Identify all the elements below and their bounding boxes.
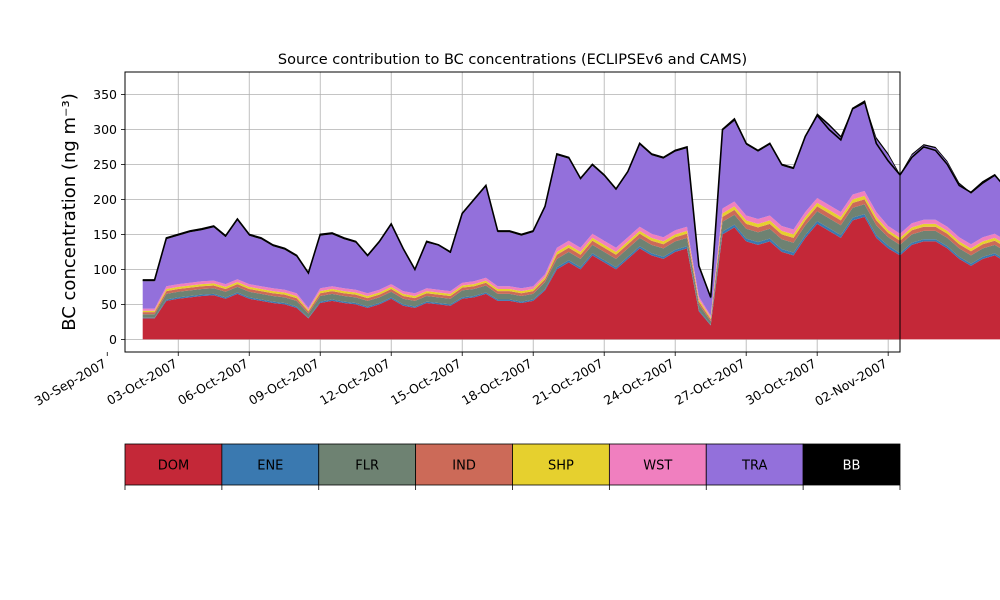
y-tick-label: 250 <box>93 157 117 172</box>
legend-swatch-ind <box>415 443 513 486</box>
legend-swatch-tra <box>705 443 804 486</box>
y-tick-label: 0 <box>109 332 117 347</box>
y-axis-label-text: BC concentration (ng m⁻³) <box>59 93 80 331</box>
legend-colorbar: DOM ENE FLR IND SHP WST TRA BB <box>124 443 901 490</box>
y-axis-label: BC concentration (ng m⁻³) <box>59 93 80 331</box>
legend-label-wst: WST <box>643 459 672 474</box>
legend-label-shp: SHP <box>548 459 574 474</box>
legend-swatch-dom <box>124 443 223 486</box>
y-axis: 0 50 100 150 200 250 300 350 <box>93 87 125 347</box>
area-tra <box>142 103 1000 316</box>
legend-swatch-wst <box>608 443 707 486</box>
y-tick-label: 150 <box>93 227 117 242</box>
legend-label-dom: DOM <box>158 459 189 474</box>
legend-swatch-bb <box>802 443 901 486</box>
plot-frame <box>124 71 901 353</box>
y-tick-label: 50 <box>101 297 117 312</box>
stacked-areas <box>142 101 1000 340</box>
legend-swatch-flr <box>318 443 417 486</box>
legend-label-ene: ENE <box>257 459 283 474</box>
y-tick-label: 100 <box>93 262 117 277</box>
legend-label-bb: BB <box>843 459 861 474</box>
legend-label-ind: IND <box>452 459 476 474</box>
series-line-total <box>142 100 1000 298</box>
chart-title: Source contribution to BC concentrations… <box>278 52 747 68</box>
y-tick-label: 200 <box>93 192 117 207</box>
y-tick-label: 300 <box>93 122 117 137</box>
legend-label-flr: FLR <box>355 459 379 474</box>
area-dom <box>142 216 1000 340</box>
legend-swatch-shp <box>512 443 610 486</box>
legend-label-tra: TRA <box>741 459 767 474</box>
legend-swatch-ene <box>221 443 320 486</box>
y-tick-label: 350 <box>93 87 117 102</box>
